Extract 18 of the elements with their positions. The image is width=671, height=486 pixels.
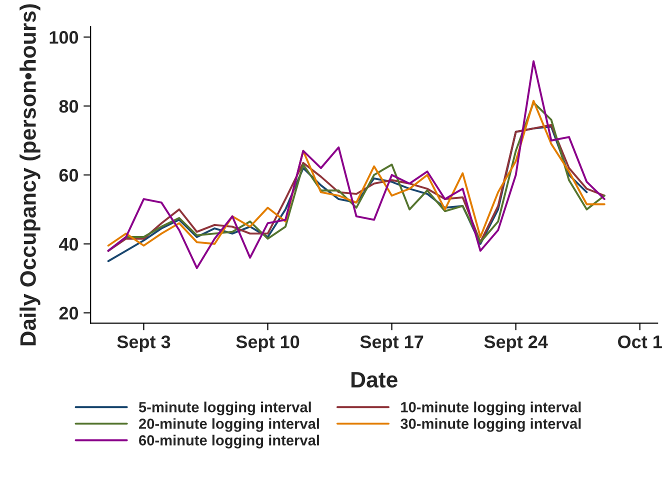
y-tick-label: 60 [59, 168, 78, 182]
line-series [107, 60, 606, 270]
y-tick-label: 40 [58, 238, 78, 251]
legend-label: 10-minute logging interval [401, 402, 581, 416]
x-tick-label: Sept 10 [236, 335, 300, 352]
x-tick-label: Sept 24 [484, 335, 548, 352]
legend-label: 20-minute logging interval [138, 418, 319, 432]
legend-label: 5-minute logging interval [138, 402, 311, 416]
x-tick-label: Oct 1 [618, 335, 662, 348]
y-tick-label: 20 [59, 306, 78, 320]
x-axis-title: Date [351, 372, 398, 388]
legend-label: 30-minute logging interval [400, 418, 581, 432]
y-tick-label: 100 [50, 31, 78, 44]
x-tick-label: Sept 3 [117, 335, 170, 352]
y-axis-title: Daily Occupancy (person•hours) [20, 4, 40, 346]
legend-label: 60-minute logging interval [139, 434, 319, 448]
x-tick-label: Sept 17 [360, 335, 424, 352]
y-tick-label: 80 [59, 100, 78, 113]
